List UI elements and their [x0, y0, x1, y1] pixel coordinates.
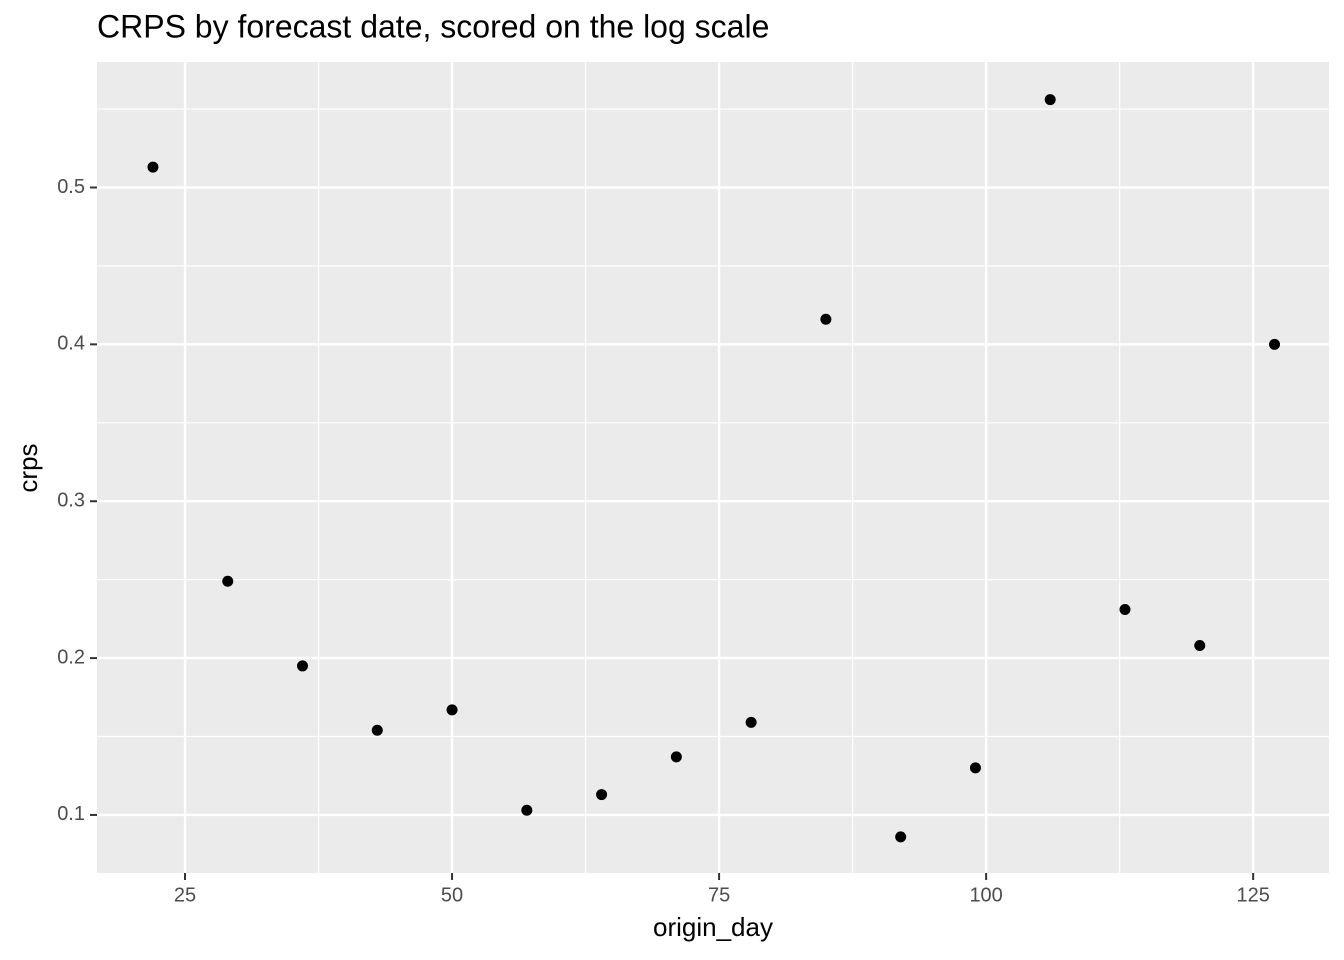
point	[371, 724, 383, 736]
y-tick-label: 0.3	[57, 490, 85, 512]
point	[147, 161, 159, 173]
panel	[97, 62, 1329, 873]
point	[820, 313, 832, 325]
point	[670, 751, 682, 763]
point	[521, 804, 533, 816]
point	[446, 704, 458, 716]
point	[1044, 94, 1056, 106]
point	[969, 762, 981, 774]
point	[1119, 603, 1131, 615]
chart-title: CRPS by forecast date, scored on the log…	[97, 8, 769, 44]
y-axis-label: crps	[13, 443, 43, 492]
y-tick-label: 0.4	[57, 333, 85, 355]
point	[596, 789, 608, 801]
x-tick-label: 25	[174, 884, 196, 906]
y-tick-label: 0.1	[57, 803, 85, 825]
x-tick-label: 100	[969, 884, 1002, 906]
y-tick-label: 0.2	[57, 646, 85, 668]
x-tick-label: 125	[1236, 884, 1269, 906]
point	[222, 575, 234, 587]
y-tick-label: 0.5	[57, 176, 85, 198]
point	[297, 660, 309, 672]
point	[1269, 338, 1281, 350]
x-axis-label: origin_day	[653, 912, 773, 942]
point	[895, 831, 907, 843]
x-tick-label: 75	[708, 884, 730, 906]
point	[1194, 640, 1206, 652]
x-tick-label: 50	[441, 884, 463, 906]
point	[745, 716, 757, 728]
